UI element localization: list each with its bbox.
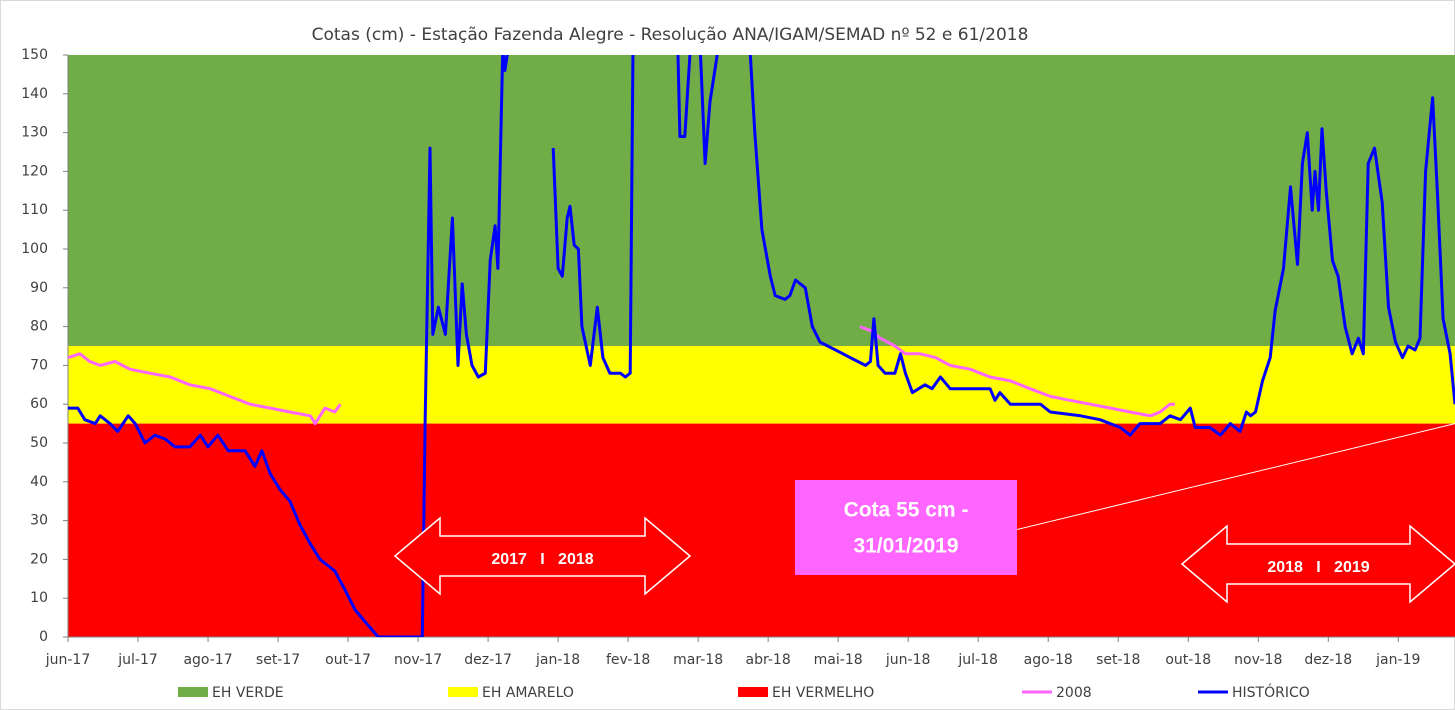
y-tick-label: 70 [30, 357, 48, 373]
legend-label: EH AMARELO [482, 685, 574, 701]
callout-line [1014, 423, 1455, 531]
callout-text: 31/01/2019 [853, 535, 958, 558]
line-series [68, 325, 1175, 426]
x-tick-label: mar-18 [673, 652, 723, 668]
y-tick-label: 30 [30, 513, 48, 529]
x-tick-label: dez-18 [1304, 652, 1352, 668]
y-tick-label: 120 [21, 163, 48, 179]
x-tick-label: set-17 [256, 652, 300, 668]
legend-swatch [178, 687, 208, 697]
x-tick-label: abr-18 [746, 652, 791, 668]
y-tick-label: 90 [30, 280, 48, 296]
x-tick-label: nov-18 [1234, 652, 1282, 668]
y-tick-label: 60 [30, 396, 48, 412]
y-tick-label: 150 [21, 47, 48, 63]
chart-title: Cotas (cm) - Estação Fazenda Alegre - Re… [312, 25, 1029, 45]
x-tick-label: out-18 [1165, 652, 1211, 668]
y-tick-label: 50 [30, 435, 48, 451]
line-series [68, 55, 1455, 637]
y-tick-label: 20 [30, 551, 48, 567]
callout-text: Cota 55 cm - [844, 499, 969, 522]
band [68, 55, 1455, 346]
arrow-label: 2018 I 2019 [1267, 559, 1369, 576]
y-tick-label: 80 [30, 319, 48, 335]
band [68, 423, 1455, 637]
y-tick-label: 100 [21, 241, 48, 257]
band [68, 346, 1455, 424]
x-tick-label: dez-17 [464, 652, 512, 668]
legend-swatch [738, 687, 768, 697]
double-arrow [393, 516, 692, 596]
y-tick-label: 0 [39, 629, 48, 645]
arrow-label: 2017 I 2018 [491, 551, 593, 568]
double-arrow [1180, 524, 1455, 604]
x-tick-label: nov-17 [394, 652, 442, 668]
callout-box [795, 480, 1017, 575]
y-tick-label: 110 [21, 202, 48, 218]
x-tick-label: out-17 [325, 652, 371, 668]
x-tick-label: jul-18 [957, 652, 998, 668]
x-tick-label: jul-17 [117, 652, 158, 668]
x-tick-label: mai-18 [814, 652, 863, 668]
legend-label: EH VERMELHO [772, 685, 874, 701]
x-tick-label: ago-18 [1024, 652, 1073, 668]
y-tick-label: 40 [30, 474, 48, 490]
x-tick-label: jun-17 [45, 652, 91, 668]
legend-label: HISTÓRICO [1232, 683, 1310, 701]
x-tick-label: set-18 [1096, 652, 1140, 668]
legend-label: 2008 [1056, 685, 1092, 701]
y-tick-label: 10 [30, 590, 48, 606]
x-tick-label: ago-17 [183, 652, 232, 668]
x-tick-label: jan-18 [535, 652, 580, 668]
legend-swatch [448, 687, 478, 697]
legend-label: EH VERDE [212, 685, 284, 701]
y-tick-label: 140 [21, 86, 48, 102]
x-tick-label: jan-19 [1375, 652, 1420, 668]
y-tick-label: 130 [21, 125, 48, 141]
x-tick-label: jun-18 [885, 652, 931, 668]
x-tick-label: fev-18 [606, 652, 650, 668]
